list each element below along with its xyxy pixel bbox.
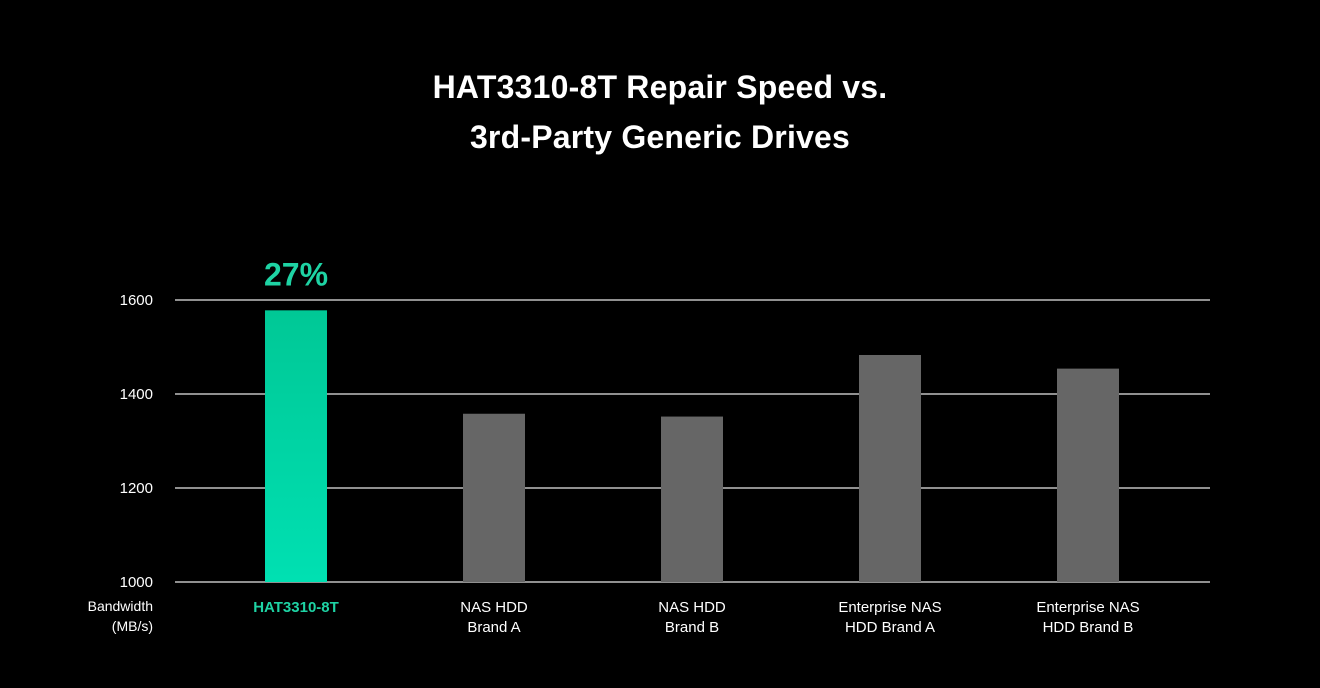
y-tick-label: 1600 [120, 292, 153, 309]
y-axis-label-line-2: (MB/s) [112, 618, 153, 634]
bars [265, 310, 1119, 582]
x-tick-label: HDD Brand A [845, 619, 935, 636]
x-axis-labels: HAT3310-8T NAS HDD Brand A NAS HDD Brand B En… [253, 599, 1139, 636]
chart-title: HAT3310-8T Repair Speed vs. 3rd-Party Ge… [0, 62, 1320, 162]
y-tick-label: 1200 [120, 480, 153, 497]
y-axis-label: Bandwidth (MB/s) [88, 598, 153, 634]
x-tick-label: NAS HDD [460, 599, 528, 616]
x-tick-label: Enterprise NAS [1036, 599, 1139, 616]
bar [661, 416, 723, 582]
x-tick-label: NAS HDD [658, 599, 726, 616]
y-axis-ticks: 1000 1200 1400 1600 [120, 292, 153, 591]
chart-title-line-2: 3rd-Party Generic Drives [469, 119, 851, 155]
bar [859, 354, 921, 582]
y-axis-label-line-1: Bandwidth [88, 598, 153, 614]
y-tick-label: 1000 [120, 574, 153, 591]
bar [463, 413, 525, 582]
bar [1057, 368, 1119, 582]
x-tick-label: Brand A [467, 619, 520, 636]
chart-title-line-1: HAT3310-8T Repair Speed vs. [432, 69, 888, 105]
x-tick-label: Enterprise NAS [838, 599, 941, 616]
x-tick-label: Brand B [665, 619, 719, 636]
x-tick-label: HAT3310-8T [253, 599, 339, 616]
bar-highlight [265, 310, 327, 582]
highlight-annotation: 27% [264, 256, 328, 292]
x-tick-label: HDD Brand B [1043, 619, 1134, 636]
y-tick-label: 1400 [120, 386, 153, 403]
